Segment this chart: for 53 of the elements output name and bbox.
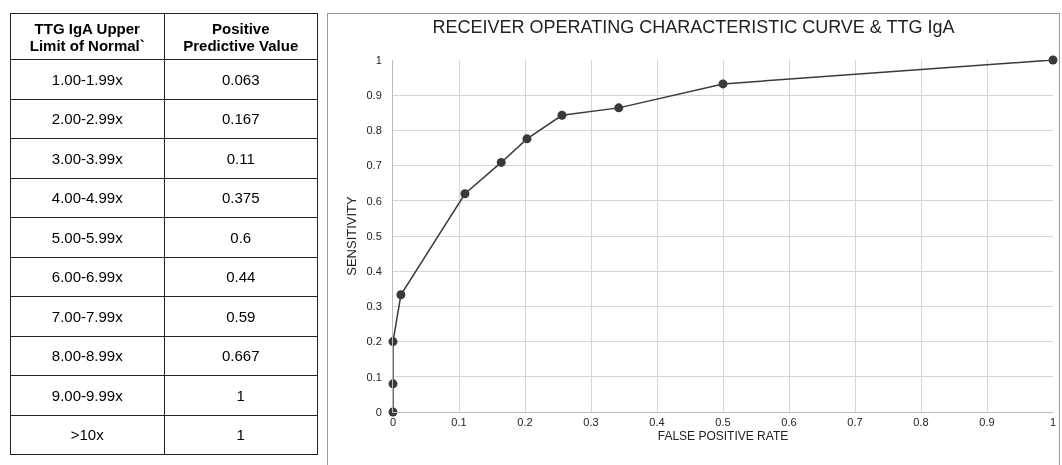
y-tick-label: 0.6	[366, 194, 382, 207]
x-tick-label: 0.4	[649, 416, 665, 429]
y-axis-title: SENSITIVITY	[344, 195, 360, 276]
data-label: 0.6	[164, 217, 318, 257]
y-tick-label: 0.2	[366, 335, 382, 348]
point	[718, 79, 728, 89]
category-label: 6.00-6.99x	[10, 257, 164, 297]
x-axis-title: FALSE POSITIVE RATE	[657, 429, 789, 444]
category-label: 9.00-9.99x	[10, 375, 164, 415]
data-label: 0.44	[164, 257, 318, 297]
category-label: 2.00-2.99x	[10, 99, 164, 139]
y-tick-label: 0.8	[366, 124, 382, 137]
x-tick-label: 0.5	[715, 416, 731, 429]
data-label: 0.375	[164, 178, 318, 218]
data-label: 0.59	[164, 296, 318, 336]
y-tick-label: 0.4	[366, 265, 382, 278]
x-tick-label: 0.8	[913, 416, 929, 429]
category-label: 7.00-7.99x	[10, 296, 164, 336]
x-tick-label: 0.1	[451, 416, 467, 429]
y-tick-label: 1	[375, 53, 382, 66]
y-tick-label: 0.1	[366, 370, 382, 383]
data-label: 0.063	[164, 59, 318, 99]
point	[496, 157, 506, 167]
y-tick-label: 0	[375, 405, 382, 418]
y-tick-label: 0.3	[366, 300, 382, 313]
x-tick-label: 0.3	[583, 416, 599, 429]
text: Positive Predictive Value	[164, 13, 318, 60]
y-tick-label: 0.9	[366, 89, 382, 102]
text: TTG IgA Upper Limit of Normal`	[10, 13, 164, 60]
x-tick-label: 0	[389, 416, 397, 429]
point	[522, 134, 532, 144]
category-label: 1.00-1.99x	[10, 59, 164, 99]
chart-title: RECEIVER OPERATING CHARACTERISTIC CURVE & TTG IgA	[432, 17, 955, 38]
data-label: 0.667	[164, 336, 318, 376]
point	[614, 103, 624, 113]
y-tick-label: 0.5	[366, 229, 382, 242]
category-label: 3.00-3.99x	[10, 138, 164, 178]
data-label: 0.167	[164, 99, 318, 139]
x-tick-label: 0.7	[847, 416, 863, 429]
x-tick-label: 0.6	[781, 416, 797, 429]
category-label: 5.00-5.99x	[10, 217, 164, 257]
point	[1048, 55, 1058, 65]
x-tick-label: 0.9	[979, 416, 995, 429]
category-label: 8.00-8.99x	[10, 336, 164, 376]
point	[396, 290, 406, 300]
point	[557, 110, 567, 120]
point	[460, 189, 470, 199]
x-tick-label: 0.2	[517, 416, 533, 429]
x-tick-label: 1	[1049, 416, 1057, 429]
data-label: 0.11	[164, 138, 318, 178]
category-label: >10x	[10, 415, 164, 455]
category-label: 4.00-4.99x	[10, 178, 164, 218]
y-tick-label: 0.7	[366, 159, 382, 172]
